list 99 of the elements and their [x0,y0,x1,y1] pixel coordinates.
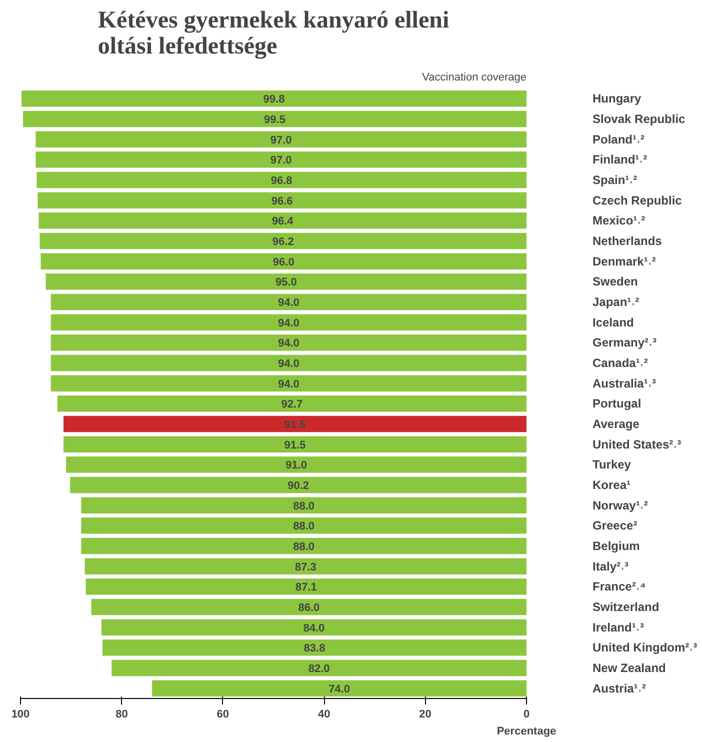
bar [101,619,526,636]
bar [66,456,526,473]
bar [38,212,526,229]
data-label: 97.0 [270,154,292,167]
data-label: 99.8 [263,94,285,106]
data-label: 94.0 [278,338,300,350]
bar [64,436,526,452]
y-tick-label: Slovak Republic [592,112,686,126]
bar [40,232,526,250]
x-tick-label: 100 [11,708,30,720]
bar [91,598,526,616]
data-label: 88.0 [293,500,315,512]
y-tick-label: Ireland¹˒³ [592,620,644,634]
bar [38,192,526,208]
text: Vaccination coverage [422,72,527,84]
data-label: 94.0 [278,317,300,330]
bar [152,680,526,696]
bar [81,518,526,534]
y-tick-label: Netherlands [592,234,662,248]
x-tick-label: 0 [523,708,530,720]
bar [36,152,526,168]
data-label: 88.0 [293,520,315,533]
data-label: 91.5 [284,439,306,452]
y-tick-label: Portugal [592,396,642,411]
data-label: 94.0 [278,297,300,309]
data-label: 87.1 [295,582,317,594]
y-tick-label: Sweden [592,274,638,289]
x-tick-label: 40 [318,708,330,720]
y-tick-label: Australia¹˒³ [592,376,656,390]
y-tick-label: Korea¹ [592,478,631,492]
y-tick-label: Poland¹˒² [592,132,644,146]
data-label: 82.0 [308,663,330,675]
bar [50,334,526,351]
y-tick-label: Austria¹˒² [592,681,646,696]
y-tick-label: Japan¹˒² [592,295,640,309]
y-tick-label: United Kingdom²˒³ [592,640,698,655]
y-tick-label: France²˒⁴ [592,580,646,594]
data-label: 91.5 [284,419,306,431]
chart-title: Kétéves gyermekek kanyaró elleni oltási lefedettsége [98,8,450,60]
bar [102,640,526,656]
bar [50,314,526,330]
bar [36,172,526,188]
data-label: 94.0 [278,358,300,370]
y-tick-label: New Zealand [592,661,666,675]
data-label: 95.0 [275,276,297,289]
y-tick-label: Finland¹˒² [592,152,648,167]
bar [40,253,526,270]
y-tick-label: Belgium [592,539,640,553]
bar [50,375,526,392]
data-label: 90.2 [288,480,310,492]
data-label: 99.5 [264,114,286,126]
y-tick-label: Czech Republic [592,193,682,208]
data-label: 92.7 [281,398,303,411]
bar [50,294,526,310]
bar [84,558,526,574]
bar [64,416,526,432]
data-label: 83.8 [304,642,326,655]
y-tick-label: Average [592,417,640,431]
data-label: 84.0 [303,622,325,634]
x-tick-label: 60 [216,708,230,720]
y-tick-label: Canada¹˒² [592,356,648,370]
y-tick-label: Switzerland [592,600,660,614]
data-label: 96.0 [272,256,294,268]
data-label: 86.0 [298,602,320,614]
bar [81,538,526,554]
y-tick-label: Italy²˒³ [592,559,629,574]
bar [22,90,526,107]
y-tick-label: Spain¹˒² [592,173,638,187]
data-label: 96.6 [271,195,293,208]
bar [50,354,526,372]
y-tick-label: Hungary [592,92,642,106]
y-tick-label: Denmark¹˒² [592,254,656,268]
y-tick-label: Turkey [592,458,632,472]
y-tick-label: Germany²˒³ [592,336,657,350]
bar [57,396,526,412]
x-tick-label: 20 [419,708,432,720]
bar [86,578,526,595]
bar [46,274,526,290]
data-label: 96.4 [272,216,294,228]
data-label: 96.8 [270,175,292,187]
bar [112,660,526,676]
y-tick-label: Norway¹˒² [592,498,648,512]
x-axis-title: Percentage [496,726,556,738]
x-tick-label: 80 [116,708,128,720]
y-tick-label: Iceland [592,315,634,330]
data-label: 88.0 [293,541,315,553]
bar [36,131,526,148]
data-label: 94.0 [278,378,300,390]
data-label: 97.0 [270,134,292,146]
data-label: 87.3 [294,561,316,574]
y-tick-label: Greece² [592,518,638,533]
bar [81,497,526,514]
data-label: 96.2 [272,236,294,248]
y-tick-label: Mexico¹˒² [592,214,646,228]
bar [70,476,526,494]
bar [23,110,526,128]
data-label: 91.0 [286,460,307,472]
y-tick-label: United States²˒³ [592,437,682,452]
data-label: 74.0 [328,683,350,696]
